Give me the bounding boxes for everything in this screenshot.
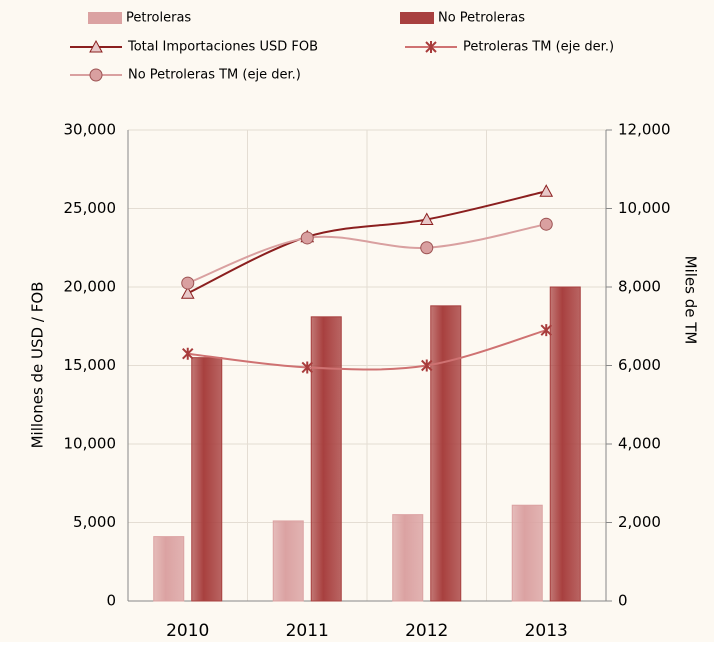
marker bbox=[419, 212, 434, 225]
marker bbox=[182, 347, 194, 360]
y-tick-label: 30,000 bbox=[64, 121, 117, 139]
y2-tick-label: 0 bbox=[618, 592, 628, 610]
y-tick-label: 10,000 bbox=[64, 435, 117, 453]
marker bbox=[540, 324, 552, 337]
marker bbox=[181, 276, 195, 290]
bar bbox=[310, 316, 342, 602]
bar bbox=[392, 514, 424, 602]
marker bbox=[420, 241, 434, 255]
legend-label: Petroleras TM (eje der.) bbox=[463, 40, 614, 55]
bar bbox=[272, 520, 304, 602]
x-tick-label: 2011 bbox=[286, 621, 329, 641]
line bbox=[187, 190, 547, 295]
y2-tick-label: 12,000 bbox=[618, 121, 671, 139]
y-axis-label: Millones de USD / FOB bbox=[29, 282, 47, 449]
y2-tick-label: 6,000 bbox=[618, 356, 661, 374]
y2-tick-label: 8,000 bbox=[618, 278, 661, 296]
legend: Petroleras No Petroleras Total Importacion… bbox=[70, 11, 614, 83]
marker bbox=[421, 359, 433, 372]
y2-tick-label: 4,000 bbox=[618, 435, 661, 453]
legend-label: No Petroleras bbox=[438, 11, 525, 26]
legend-marker bbox=[89, 68, 103, 82]
y-tick-label: 0 bbox=[106, 592, 116, 610]
x-tick-label: 2010 bbox=[166, 621, 209, 641]
bar bbox=[153, 536, 185, 602]
marker bbox=[539, 184, 554, 197]
y-tick-label: 5,000 bbox=[73, 513, 116, 531]
legend-swatch bbox=[88, 12, 122, 24]
x-tick-label: 2013 bbox=[525, 621, 568, 641]
legend-marker bbox=[89, 39, 103, 53]
legend-label: No Petroleras TM (eje der.) bbox=[128, 68, 301, 83]
bar bbox=[191, 357, 223, 602]
y-tick-label: 15,000 bbox=[64, 356, 117, 374]
legend-marker bbox=[425, 41, 437, 53]
y2-tick-label: 2,000 bbox=[618, 513, 661, 531]
bar bbox=[511, 504, 543, 602]
legend-swatch bbox=[400, 12, 434, 24]
y-tick-label: 20,000 bbox=[64, 278, 117, 296]
legend-label: Petroleras bbox=[126, 11, 191, 26]
line bbox=[187, 329, 547, 371]
marker bbox=[301, 361, 313, 374]
y2-tick-label: 10,000 bbox=[618, 199, 671, 217]
y2-axis-label: Miles de TM bbox=[682, 256, 700, 345]
marker bbox=[300, 231, 314, 245]
marker bbox=[539, 217, 553, 231]
y-tick-label: 25,000 bbox=[64, 199, 117, 217]
line bbox=[187, 223, 547, 285]
x-tick-label: 2012 bbox=[405, 621, 448, 641]
bar bbox=[549, 286, 581, 602]
legend-label: Total Importaciones USD FOB bbox=[127, 40, 318, 55]
marker bbox=[180, 286, 195, 299]
bar bbox=[430, 305, 462, 602]
